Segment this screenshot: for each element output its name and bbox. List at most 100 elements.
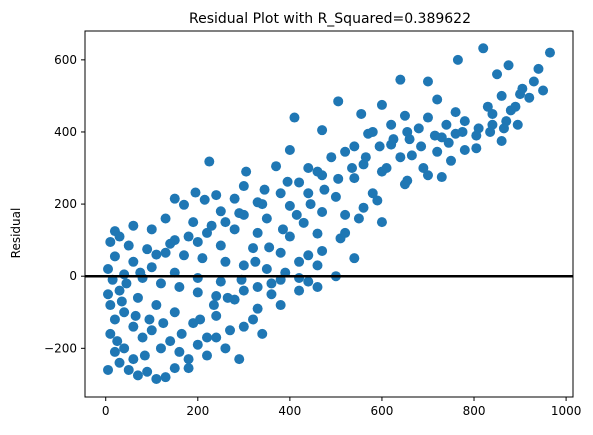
scatter-point	[103, 263, 114, 274]
scatter-point	[234, 208, 245, 219]
scatter-point	[252, 303, 263, 314]
scatter-point	[109, 251, 120, 262]
scatter-point	[284, 145, 295, 155]
scatter-point	[381, 163, 392, 174]
scatter-point	[116, 296, 127, 307]
scatter-point	[261, 213, 272, 224]
scatter-point	[252, 227, 263, 238]
scatter-point	[119, 307, 130, 318]
scatter-point	[399, 179, 410, 190]
scatter-point	[492, 69, 503, 80]
scatter-point	[452, 54, 463, 65]
scatter-point	[238, 321, 249, 332]
scatter-point	[202, 350, 212, 361]
scatter-point	[326, 152, 337, 163]
scatter-point	[340, 146, 351, 157]
scatter-point	[436, 172, 447, 183]
scatter-point	[109, 346, 120, 357]
scatter-point	[176, 328, 187, 339]
scatter-point	[487, 108, 498, 119]
scatter-point	[146, 224, 157, 235]
scatter-point	[211, 291, 222, 302]
scatter-point	[482, 101, 493, 112]
scatter-point	[123, 240, 134, 251]
scatter-point	[450, 107, 461, 118]
scatter-point	[429, 130, 440, 141]
scatter-point	[358, 202, 369, 213]
scatter-point	[238, 181, 249, 192]
scatter-point	[257, 328, 268, 339]
scatter-point	[294, 285, 305, 296]
scatter-point	[202, 227, 212, 238]
scatter-point	[121, 278, 132, 289]
scatter-point	[538, 85, 549, 96]
scatter-point	[174, 346, 185, 357]
scatter-point	[119, 343, 130, 354]
scatter-point	[238, 260, 249, 271]
scatter-point	[413, 123, 424, 134]
scatter-point	[305, 199, 316, 210]
scatter-point	[188, 217, 199, 228]
scatter-point	[105, 300, 116, 311]
scatter-point	[275, 188, 286, 199]
scatter-point	[183, 363, 194, 374]
scatter-point	[360, 152, 371, 163]
scatter-point	[376, 99, 387, 110]
scatter-point	[503, 60, 514, 71]
scatter-points	[103, 43, 555, 384]
scatter-point	[114, 231, 125, 242]
scatter-point	[128, 354, 139, 365]
scatter-point	[192, 236, 203, 247]
scatter-point	[284, 200, 295, 211]
scatter-point	[178, 199, 189, 210]
scatter-point	[215, 206, 226, 217]
scatter-point	[229, 193, 240, 204]
scatter-point	[399, 110, 410, 121]
scatter-point	[498, 123, 509, 134]
scatter-point	[388, 134, 399, 145]
scatter-point	[252, 282, 263, 293]
scatter-point	[151, 249, 162, 260]
scatter-point	[130, 310, 141, 321]
scatter-point	[395, 152, 406, 163]
scatter-point	[155, 278, 166, 289]
scatter-point	[229, 224, 240, 235]
scatter-point	[471, 130, 482, 141]
scatter-point	[471, 143, 482, 154]
scatter-point	[241, 166, 252, 177]
scatter-point	[271, 161, 282, 172]
scatter-point	[319, 184, 330, 195]
scatter-point	[347, 163, 358, 174]
scatter-point	[312, 166, 323, 177]
scatter-point	[372, 195, 383, 206]
scatter-point	[206, 220, 217, 231]
x-tick-label: 400	[278, 404, 301, 418]
scatter-point	[220, 217, 231, 228]
scatter-point	[169, 193, 180, 204]
scatter-point	[374, 141, 385, 152]
scatter-point	[266, 278, 277, 289]
scatter-point	[496, 90, 507, 101]
scatter-point	[317, 207, 328, 218]
scatter-point	[282, 176, 293, 187]
scatter-point	[204, 156, 215, 167]
scatter-point	[402, 126, 413, 137]
scatter-point	[485, 126, 496, 137]
y-axis-ticks: −200 0 200 400 600	[44, 53, 85, 355]
scatter-point	[303, 276, 314, 287]
y-tick-label: 400	[54, 125, 77, 139]
scatter-point	[340, 227, 351, 238]
scatter-point	[222, 292, 233, 303]
scatter-point	[183, 231, 194, 242]
scatter-point	[349, 173, 360, 184]
scatter-point	[103, 364, 114, 375]
scatter-point	[515, 89, 526, 100]
scatter-point	[128, 321, 139, 332]
scatter-point	[386, 119, 397, 130]
scatter-point	[395, 74, 406, 85]
scatter-point	[192, 273, 203, 283]
scatter-point	[139, 350, 150, 361]
scatter-point	[432, 146, 443, 157]
scatter-point	[512, 119, 523, 130]
